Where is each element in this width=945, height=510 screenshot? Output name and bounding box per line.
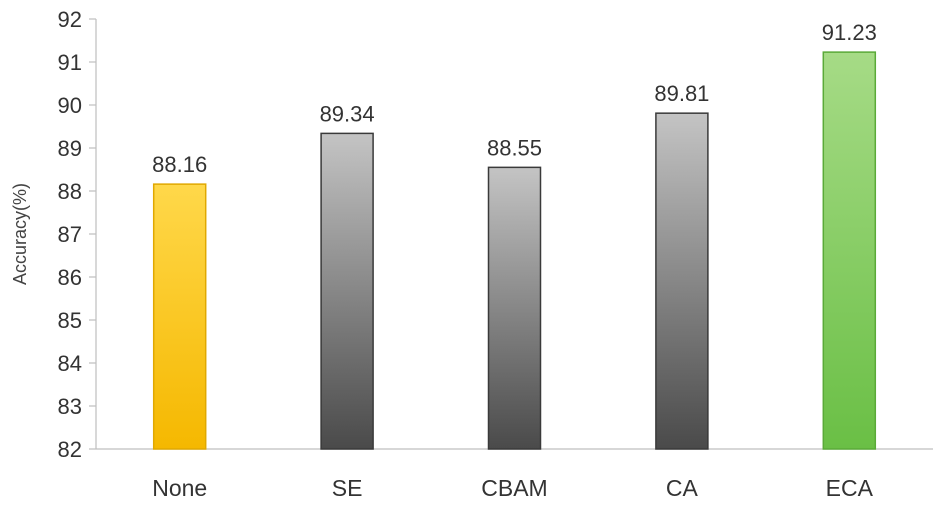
x-tick-label: ECA: [826, 475, 874, 501]
y-tick-label: 89: [58, 136, 82, 161]
y-axis-title: Accuracy(%): [10, 183, 30, 285]
y-tick-label: 83: [58, 394, 82, 419]
y-tick-label: 84: [58, 351, 82, 376]
x-tick-label: None: [152, 475, 207, 501]
data-label-eca: 91.23: [822, 20, 877, 45]
data-label-cbam: 88.55: [487, 135, 542, 160]
data-label-ca: 89.81: [654, 81, 709, 106]
x-tick-label: CA: [666, 475, 699, 501]
y-tick-label: 87: [58, 222, 82, 247]
y-tick-label: 91: [58, 50, 82, 75]
x-axis: None SE CBAM CA ECA: [96, 448, 933, 501]
x-tick-label: SE: [332, 475, 363, 501]
bar-ca: [655, 112, 709, 450]
y-tick-label: 82: [58, 437, 82, 462]
data-labels: 88.16 89.34 88.55 89.81 91.23: [152, 20, 877, 177]
bar-se: [320, 132, 374, 450]
bars: [152, 51, 877, 450]
bar-none: [152, 183, 207, 450]
y-tick-label: 90: [58, 93, 82, 118]
x-tick-label: CBAM: [481, 475, 547, 501]
y-tick-label: 85: [58, 308, 82, 333]
y-tick-label: 92: [58, 7, 82, 32]
data-label-none: 88.16: [152, 152, 207, 177]
bar-cbam: [487, 166, 542, 450]
y-tick-label: 86: [58, 265, 82, 290]
y-axis: 82 83 84 85 86 87 88 89 90 91 92: [58, 7, 97, 462]
y-tick-label: 88: [58, 179, 82, 204]
bar-eca: [822, 51, 877, 450]
data-label-se: 89.34: [320, 101, 375, 126]
